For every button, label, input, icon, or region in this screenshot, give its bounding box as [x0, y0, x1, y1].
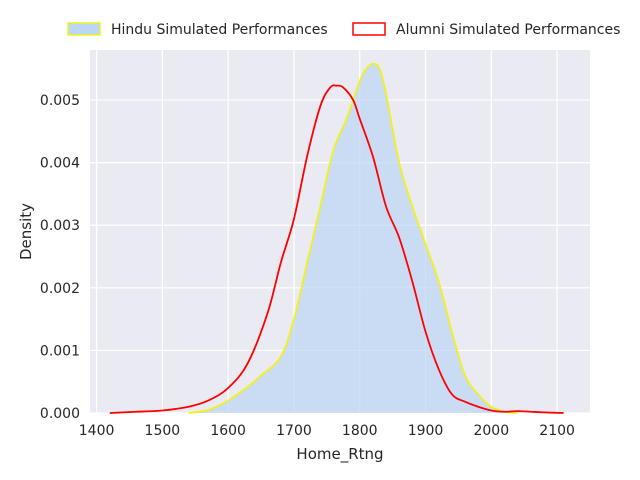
legend-swatch-hindu	[67, 22, 101, 36]
y-axis-label: Density	[17, 203, 35, 260]
y-tick-label: 0.002	[40, 281, 80, 297]
legend-label-hindu: Hindu Simulated Performances	[111, 22, 328, 38]
x-tick-label: 1800	[342, 423, 378, 439]
legend-swatch-alumni	[352, 22, 386, 36]
y-tick-label: 0.000	[40, 406, 80, 422]
x-tick-label: 1600	[210, 423, 246, 439]
x-tick-label: 1400	[79, 423, 115, 439]
x-axis: 1400 1500 1600 1700 1800 1900 2000 2100	[79, 423, 575, 439]
y-tick-label: 0.003	[40, 218, 80, 234]
y-tick-label: 0.005	[40, 93, 80, 109]
legend: Hindu Simulated Performances Alumni Simu…	[67, 22, 620, 38]
x-tick-label: 2000	[473, 423, 509, 439]
x-tick-label: 1700	[276, 423, 312, 439]
y-tick-label: 0.001	[40, 343, 80, 359]
y-tick-label: 0.004	[40, 156, 80, 172]
density-line-hindu	[188, 62, 518, 414]
density-area-hindu	[188, 63, 518, 414]
density-line-alumni	[109, 84, 564, 414]
y-axis: 0.000 0.001 0.002 0.003 0.004 0.005	[40, 93, 80, 422]
series-layer	[109, 62, 564, 414]
x-tick-label: 1900	[408, 423, 444, 439]
x-tick-label: 1500	[145, 423, 181, 439]
legend-label-alumni: Alumni Simulated Performances	[396, 22, 620, 38]
x-tick-label: 2100	[539, 423, 575, 439]
x-axis-label: Home_Rtng	[296, 445, 383, 464]
